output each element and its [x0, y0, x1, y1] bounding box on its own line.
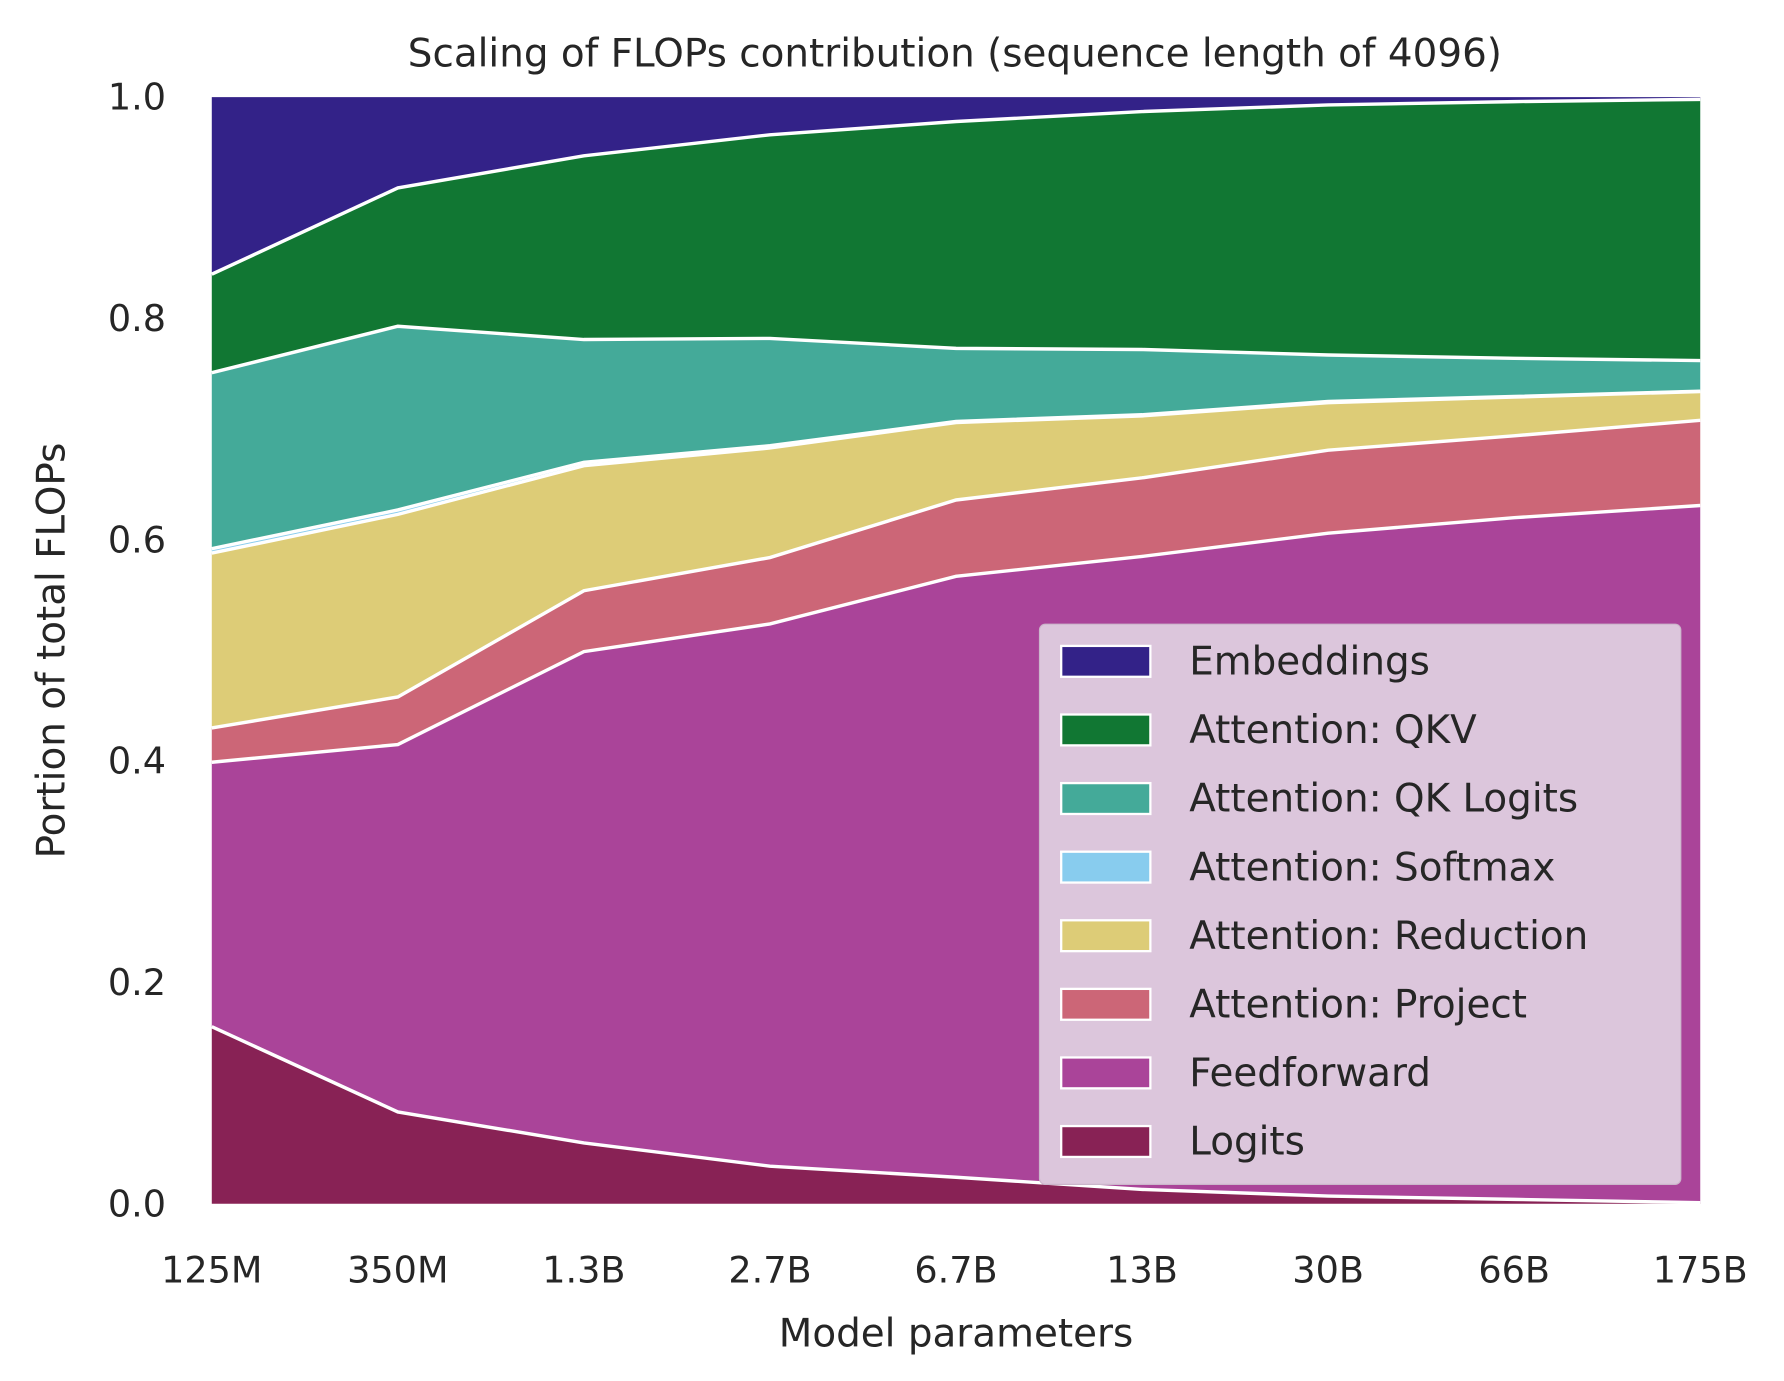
x-tick-label: 6.7B — [914, 1249, 997, 1292]
legend-item-logits: Logits — [1060, 1120, 1305, 1165]
legend-item-attention-qkv: Attention: QKV — [1060, 708, 1477, 753]
y-tick-label: 1.0 — [108, 76, 166, 119]
x-ticks: 125M 350M 1.3B 2.7B 6.7B 13B 30B 66B 175B — [161, 1249, 1748, 1292]
y-axis-label: Portion of total FLOPs — [29, 443, 74, 859]
boundary-logits — [211, 1025, 1701, 1205]
legend-item-embeddings: Embeddings — [1060, 639, 1430, 684]
legend-label: Attention: QK Logits — [1189, 777, 1578, 822]
y-tick-label: 0.8 — [108, 297, 166, 340]
area-attention-reduction — [211, 391, 1701, 728]
legend-label: Attention: Project — [1189, 982, 1527, 1027]
legend-swatch — [1060, 713, 1152, 747]
boundary-attention-qk-logits — [211, 324, 1701, 375]
boundary-attention-project — [211, 418, 1701, 730]
y-ticks: 0.0 0.2 0.4 0.6 0.8 1.0 — [108, 76, 166, 1226]
legend-swatch — [1060, 781, 1152, 816]
legend-swatch — [1060, 644, 1152, 678]
x-tick-label: 30B — [1292, 1249, 1364, 1292]
legend-item-attention-softmax: Attention: Softmax — [1060, 845, 1555, 890]
x-tick-label: 66B — [1478, 1249, 1550, 1292]
legend-swatch — [1060, 850, 1152, 884]
legend-item-attention-project: Attention: Project — [1060, 982, 1527, 1027]
x-tick-label: 175B — [1653, 1249, 1748, 1292]
legend: Embeddings Attention: QKV Attention: QK Lo… — [1038, 623, 1682, 1185]
legend-item-attention-qk-logits: Attention: QK Logits — [1060, 777, 1578, 822]
legend-label: Embeddings — [1189, 639, 1430, 684]
area-logits — [211, 1026, 1701, 1204]
legend-label: Attention: QKV — [1189, 708, 1477, 753]
area-embeddings — [211, 97, 1701, 275]
legend-item-attention-reduction: Attention: Reduction — [1060, 914, 1588, 959]
x-axis-label: Model parameters — [779, 1312, 1133, 1357]
area-attention-project — [211, 420, 1701, 763]
chart-title: Scaling of FLOPs contribution (sequence … — [408, 31, 1502, 76]
y-tick-label: 0.0 — [108, 1182, 166, 1225]
legend-label: Attention: Reduction — [1189, 914, 1588, 959]
y-tick-label: 0.6 — [108, 518, 166, 561]
legend-box — [1038, 623, 1682, 1185]
x-tick-label: 1.3B — [542, 1249, 625, 1292]
legend-item-feedforward: Feedforward — [1060, 1051, 1431, 1096]
y-tick-label: 0.4 — [108, 740, 166, 783]
legend-swatch — [1060, 987, 1152, 1021]
x-tick-label: 125M — [161, 1249, 262, 1292]
x-tick-label: 13B — [1106, 1249, 1178, 1292]
legend-swatch — [1060, 1056, 1152, 1090]
legend-label: Logits — [1189, 1120, 1305, 1165]
x-tick-label: 350M — [347, 1249, 448, 1292]
y-tick-label: 0.2 — [108, 961, 166, 1004]
legend-label: Attention: Softmax — [1189, 845, 1555, 890]
boundary-feedforward — [211, 503, 1701, 764]
boundary-attention-qkv — [211, 97, 1701, 276]
legend-swatch — [1060, 919, 1152, 953]
area-attention-qkv — [211, 99, 1701, 373]
legend-label: Feedforward — [1189, 1051, 1431, 1096]
x-tick-label: 2.7B — [728, 1249, 811, 1292]
legend-swatch — [1060, 1124, 1152, 1159]
area-attention-qk-logits — [211, 326, 1701, 549]
boundary-attention-softmax — [211, 389, 1701, 551]
